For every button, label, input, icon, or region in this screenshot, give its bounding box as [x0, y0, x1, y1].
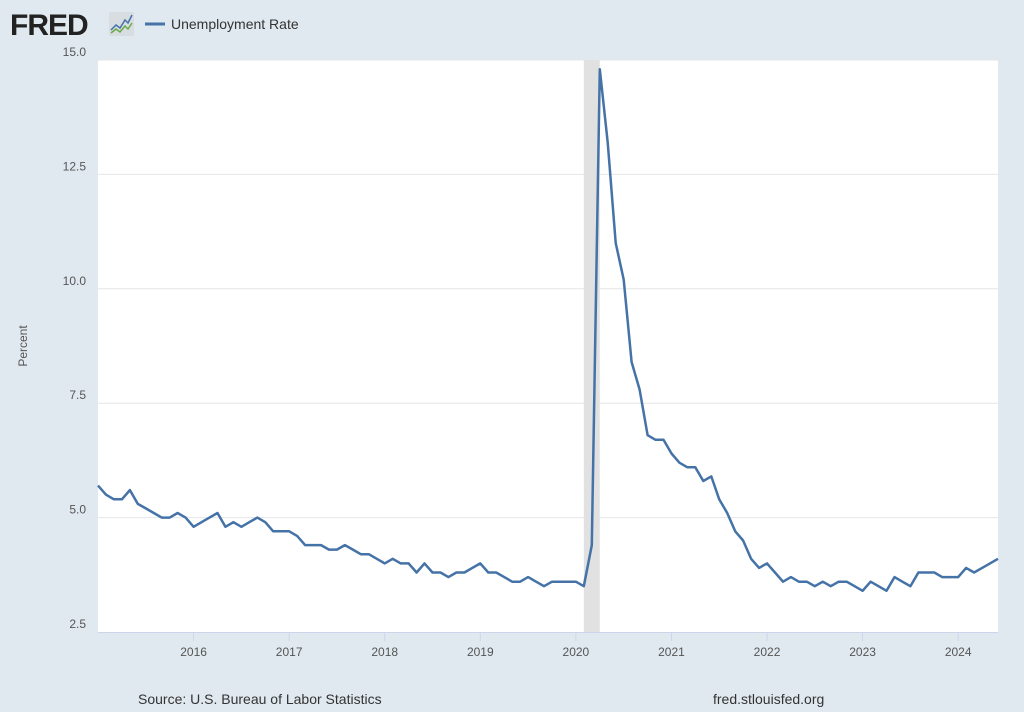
- y-axis-label: Percent: [16, 325, 30, 367]
- y-tick-label: 15.0: [63, 45, 87, 59]
- fred-logo-text: FRED: [10, 9, 88, 42]
- logo-blue-line: [110, 14, 133, 31]
- y-tick-label: 12.5: [63, 159, 87, 173]
- y-tick-label: 10.0: [63, 274, 87, 288]
- y-tick-label: 2.5: [69, 617, 86, 631]
- legend-label: Unemployment Rate: [171, 16, 299, 32]
- legend: Unemployment Rate: [145, 16, 299, 32]
- x-tick-label: 2016: [180, 645, 207, 659]
- y-axis: 2.5 5.0 7.5 10.0 12.5 15.0: [63, 45, 87, 631]
- x-tick-label: 2023: [849, 645, 876, 659]
- x-axis: 2016 2017 2018 2019 2020 2021 2022 2023 2024: [98, 632, 998, 659]
- recession-bar: [583, 60, 600, 632]
- x-tick-label: 2021: [658, 645, 685, 659]
- series-line-unemployment-rate: [97, 67, 999, 593]
- fred-logo[interactable]: FRED: [10, 9, 134, 42]
- y-tick-label: 7.5: [69, 388, 86, 402]
- recession-shading: [583, 60, 600, 632]
- y-tick-label: 5.0: [69, 503, 86, 517]
- x-tick-label: 2017: [276, 645, 303, 659]
- x-tick-label: 2019: [467, 645, 494, 659]
- gridlines: [98, 59, 998, 519]
- source-text: Source: U.S. Bureau of Labor Statistics: [138, 691, 382, 707]
- x-tick-label: 2024: [945, 645, 972, 659]
- x-tick-label: 2020: [563, 645, 590, 659]
- site-link[interactable]: fred.stlouisfed.org: [713, 691, 824, 707]
- logo-green-line: [110, 22, 133, 34]
- plot-area: [98, 60, 998, 632]
- x-tick-label: 2022: [754, 645, 781, 659]
- x-tick-label: 2018: [371, 645, 398, 659]
